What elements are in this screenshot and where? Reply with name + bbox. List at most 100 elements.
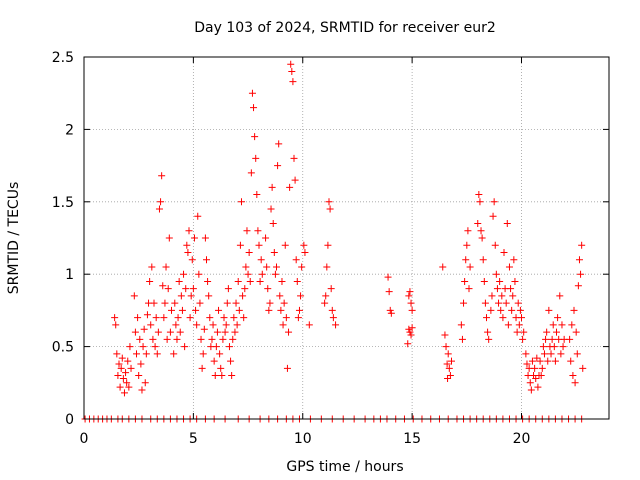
data-point bbox=[213, 328, 221, 336]
data-point bbox=[528, 357, 536, 365]
data-point bbox=[326, 205, 334, 213]
data-point bbox=[487, 306, 495, 314]
data-point bbox=[464, 227, 472, 235]
data-point bbox=[151, 343, 159, 351]
data-point bbox=[274, 162, 282, 170]
data-point bbox=[166, 328, 174, 336]
data-point bbox=[233, 321, 241, 329]
data-point bbox=[162, 263, 170, 271]
data-point bbox=[187, 292, 195, 300]
data-point bbox=[234, 277, 242, 285]
data-point bbox=[295, 306, 303, 314]
data-point bbox=[292, 256, 300, 264]
grid-lines bbox=[84, 57, 609, 419]
data-point bbox=[204, 277, 212, 285]
data-point bbox=[444, 374, 452, 382]
data-point bbox=[173, 335, 181, 343]
data-point bbox=[172, 321, 180, 329]
data-point bbox=[228, 372, 236, 380]
data-point bbox=[574, 282, 582, 290]
data-point bbox=[257, 256, 265, 264]
data-point bbox=[532, 374, 540, 382]
data-point bbox=[466, 263, 474, 271]
data-point bbox=[548, 335, 556, 343]
data-point bbox=[232, 299, 240, 307]
data-point bbox=[200, 325, 208, 333]
data-point bbox=[269, 220, 277, 228]
data-point bbox=[570, 306, 578, 314]
data-point bbox=[465, 285, 473, 293]
data-point bbox=[509, 292, 517, 300]
data-point bbox=[526, 379, 534, 387]
data-point bbox=[194, 212, 202, 220]
data-point bbox=[442, 343, 450, 351]
data-point bbox=[223, 299, 231, 307]
data-point bbox=[291, 176, 299, 184]
data-point bbox=[522, 350, 530, 358]
data-point bbox=[271, 270, 279, 278]
data-point bbox=[463, 241, 471, 249]
data-point bbox=[150, 299, 158, 307]
data-point bbox=[148, 263, 156, 271]
data-point bbox=[278, 277, 286, 285]
data-point bbox=[250, 104, 258, 112]
data-point bbox=[443, 360, 451, 368]
data-point bbox=[126, 343, 134, 351]
data-point bbox=[118, 354, 126, 362]
data-point bbox=[230, 314, 238, 322]
data-point bbox=[265, 306, 273, 314]
data-point bbox=[545, 306, 553, 314]
data-point bbox=[253, 191, 261, 199]
data-point bbox=[558, 321, 566, 329]
data-point bbox=[220, 314, 228, 322]
data-point bbox=[329, 314, 337, 322]
data-point bbox=[254, 227, 262, 235]
x-tick-label: 0 bbox=[80, 431, 89, 447]
data-point bbox=[143, 311, 151, 319]
data-point bbox=[327, 285, 335, 293]
data-point bbox=[135, 372, 143, 380]
data-point bbox=[523, 360, 531, 368]
data-point bbox=[276, 292, 284, 300]
data-point bbox=[481, 299, 489, 307]
data-point bbox=[384, 273, 392, 281]
data-point bbox=[385, 288, 393, 296]
data-point bbox=[492, 270, 500, 278]
data-point bbox=[247, 169, 255, 177]
data-point bbox=[406, 328, 414, 336]
data-point bbox=[484, 328, 492, 336]
data-point bbox=[544, 357, 552, 365]
data-point bbox=[480, 277, 488, 285]
data-point bbox=[130, 292, 138, 300]
data-point bbox=[280, 299, 288, 307]
data-point bbox=[159, 282, 167, 290]
data-point bbox=[510, 256, 518, 264]
y-tick-label: 2 bbox=[65, 122, 74, 138]
data-point bbox=[170, 350, 178, 358]
data-point bbox=[445, 364, 453, 372]
data-point bbox=[168, 306, 175, 314]
data-point bbox=[460, 299, 468, 307]
data-point bbox=[255, 241, 263, 249]
data-point bbox=[507, 285, 515, 293]
data-point bbox=[300, 241, 308, 249]
data-point bbox=[557, 350, 565, 358]
y-tick-label: 0 bbox=[65, 412, 74, 428]
data-point bbox=[496, 277, 504, 285]
data-point bbox=[193, 321, 201, 329]
data-point bbox=[290, 154, 298, 162]
data-point bbox=[122, 369, 130, 377]
data-point bbox=[229, 335, 237, 343]
data-point bbox=[146, 277, 154, 285]
data-point bbox=[516, 306, 524, 314]
data-point bbox=[488, 292, 496, 300]
data-point bbox=[511, 277, 519, 285]
data-point bbox=[125, 383, 133, 391]
data-point bbox=[120, 389, 128, 397]
data-point bbox=[298, 263, 306, 271]
data-point bbox=[203, 256, 210, 264]
data-point bbox=[164, 285, 172, 293]
y-tick-label: 1 bbox=[65, 267, 74, 283]
data-point bbox=[323, 263, 331, 271]
